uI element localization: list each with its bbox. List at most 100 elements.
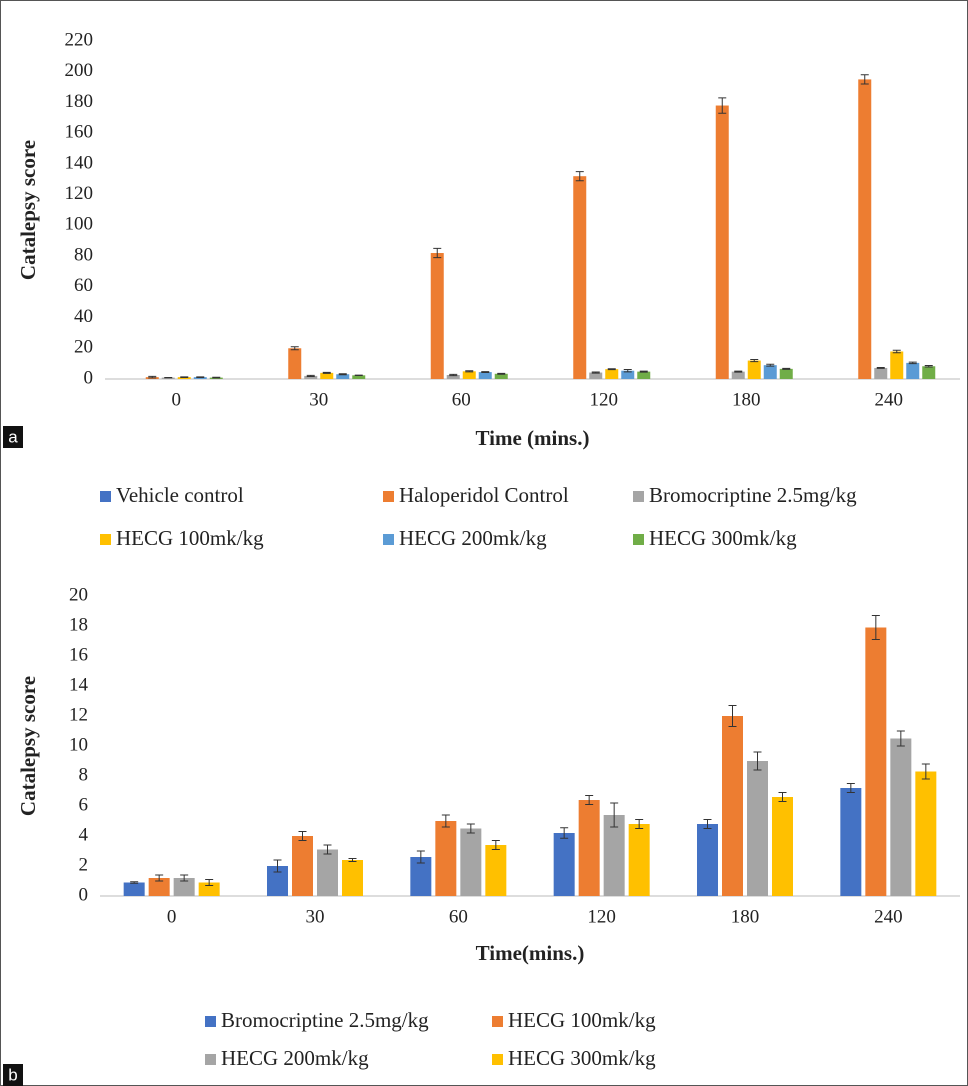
error-bar bbox=[148, 375, 157, 379]
bar bbox=[435, 821, 457, 896]
y-axis-title: Catalepsy score bbox=[16, 676, 40, 816]
error-bar bbox=[892, 349, 901, 354]
bar bbox=[485, 845, 507, 896]
legend-label: HECG 100mk/kg bbox=[508, 1008, 656, 1032]
y-tick-label: 12 bbox=[69, 704, 88, 725]
x-tick-label: 30 bbox=[306, 906, 325, 927]
legend-label: HECG 200mk/kg bbox=[399, 526, 547, 550]
y-tick-label: 8 bbox=[79, 764, 89, 785]
bar bbox=[478, 372, 492, 379]
y-tick-label: 160 bbox=[65, 122, 94, 143]
error-bar bbox=[782, 367, 791, 370]
legend-label: HECG 100mk/kg bbox=[116, 526, 264, 550]
bar bbox=[336, 374, 350, 379]
error-bar bbox=[860, 74, 869, 85]
error-bar bbox=[908, 361, 917, 365]
error-bar bbox=[130, 881, 139, 884]
y-tick-label: 2 bbox=[79, 854, 89, 875]
legend-label: Bromocriptine 2.5mg/kg bbox=[221, 1008, 429, 1032]
bar bbox=[288, 348, 302, 379]
bar bbox=[605, 369, 619, 379]
error-bar bbox=[481, 371, 490, 374]
bar bbox=[697, 824, 718, 896]
error-bar bbox=[180, 874, 189, 882]
x-tick-label: 240 bbox=[875, 389, 904, 410]
error-bar bbox=[753, 751, 762, 771]
legend-label: Vehicle control bbox=[116, 483, 244, 507]
error-bar bbox=[155, 874, 164, 882]
x-tick-label: 180 bbox=[731, 906, 760, 927]
error-bar bbox=[212, 376, 221, 379]
y-tick-label: 0 bbox=[79, 884, 89, 905]
error-bar bbox=[466, 823, 475, 834]
legend-label: HECG 200mk/kg bbox=[221, 1046, 369, 1070]
error-bar bbox=[290, 346, 299, 351]
bar bbox=[922, 366, 936, 379]
bar bbox=[267, 866, 288, 896]
error-bar bbox=[348, 858, 357, 862]
bar bbox=[621, 370, 635, 379]
x-tick-label: 60 bbox=[449, 906, 468, 927]
error-bar bbox=[196, 376, 205, 378]
error-bar bbox=[718, 97, 727, 114]
legend-swatch bbox=[205, 1054, 216, 1065]
bar bbox=[198, 882, 220, 896]
error-bar bbox=[560, 827, 569, 839]
bar bbox=[462, 371, 476, 379]
bar bbox=[722, 716, 743, 896]
bar bbox=[603, 815, 625, 896]
legend-label: HECG 300mk/kg bbox=[508, 1046, 656, 1070]
error-bar bbox=[728, 705, 737, 727]
y-tick-label: 40 bbox=[74, 306, 93, 327]
error-bar bbox=[766, 363, 775, 367]
y-tick-label: 100 bbox=[65, 214, 94, 235]
x-tick-label: 60 bbox=[452, 389, 471, 410]
bar bbox=[747, 360, 761, 379]
error-bar bbox=[778, 792, 787, 802]
y-tick-label: 18 bbox=[69, 614, 88, 635]
legend-swatch bbox=[205, 1016, 216, 1027]
error-bar bbox=[924, 364, 933, 368]
error-bar bbox=[921, 763, 930, 780]
bar bbox=[304, 375, 318, 379]
legend-label: Haloperidol Control bbox=[399, 483, 569, 507]
x-tick-label: 30 bbox=[309, 389, 328, 410]
bar bbox=[915, 771, 937, 896]
error-bar bbox=[846, 783, 855, 793]
bar bbox=[573, 176, 587, 379]
y-tick-label: 16 bbox=[69, 644, 88, 665]
panel-label-box bbox=[3, 1064, 23, 1086]
legend-label: Bromocriptine 2.5mg/kg bbox=[649, 483, 857, 507]
bar bbox=[320, 372, 334, 379]
x-tick-label: 120 bbox=[590, 389, 619, 410]
bar bbox=[446, 375, 460, 379]
y-tick-label: 140 bbox=[65, 152, 94, 173]
bar bbox=[747, 761, 768, 896]
bar bbox=[890, 738, 912, 896]
bar bbox=[177, 377, 191, 379]
y-axis-title: Catalepsy score bbox=[16, 140, 40, 280]
error-bar bbox=[703, 819, 712, 829]
bar bbox=[553, 833, 575, 896]
panel-label: a bbox=[8, 427, 18, 446]
bar bbox=[173, 878, 195, 896]
y-tick-label: 200 bbox=[65, 60, 94, 81]
bar bbox=[906, 362, 920, 379]
bar bbox=[123, 882, 145, 896]
bar bbox=[342, 860, 363, 896]
bar bbox=[628, 824, 650, 896]
error-bar bbox=[575, 171, 584, 182]
error-bar bbox=[338, 373, 347, 376]
error-bar bbox=[322, 371, 331, 374]
error-bar bbox=[449, 373, 458, 377]
bar bbox=[430, 253, 444, 379]
y-tick-label: 120 bbox=[65, 183, 94, 204]
error-bar bbox=[750, 358, 759, 363]
error-bar bbox=[491, 840, 500, 850]
x-axis-title: Time(mins.) bbox=[476, 941, 585, 965]
bar bbox=[148, 878, 170, 896]
bar bbox=[858, 79, 872, 379]
legend-swatch bbox=[383, 491, 394, 502]
